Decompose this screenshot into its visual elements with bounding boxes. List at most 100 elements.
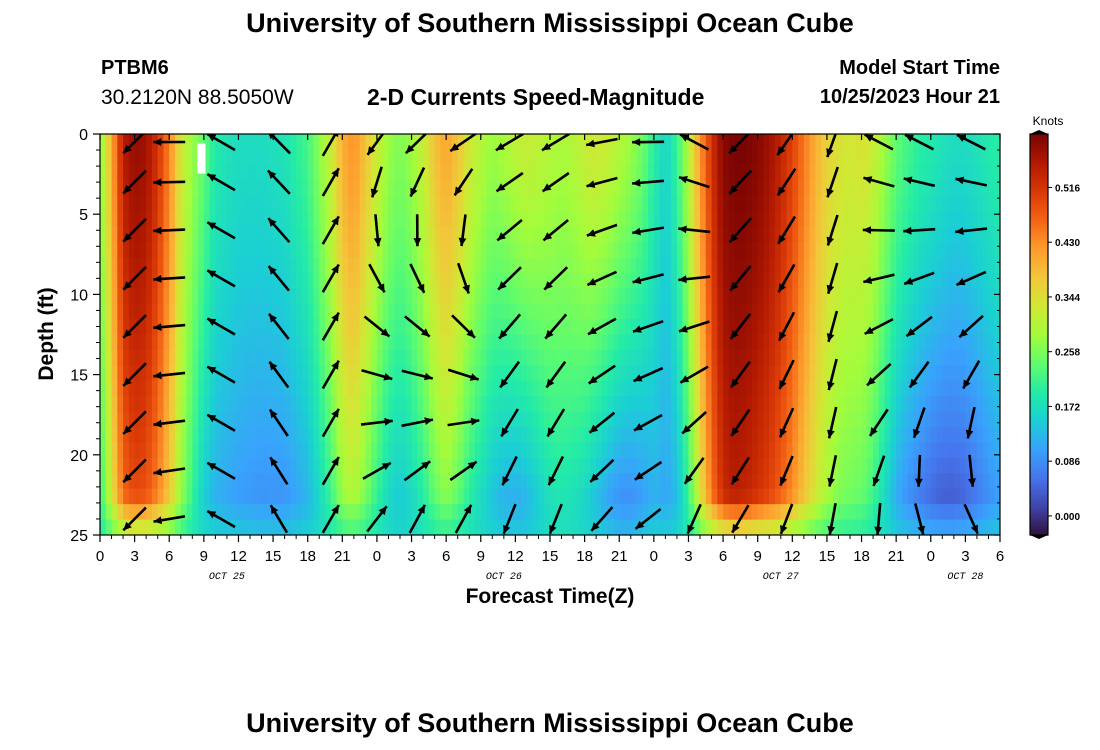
heatmap-cell: [411, 457, 418, 474]
heatmap-cell: [988, 319, 995, 336]
heatmap-cell: [400, 149, 407, 166]
heatmap-cell: [151, 272, 159, 289]
heatmap-cell: [550, 288, 557, 305]
heatmap-cell: [809, 288, 816, 305]
heatmap-cell: [532, 180, 540, 197]
heatmap-cell: [290, 303, 297, 320]
heatmap-cell: [705, 288, 713, 305]
heatmap-cell: [653, 380, 661, 397]
heatmap-cell: [313, 180, 320, 197]
heatmap-cell: [163, 365, 170, 382]
heatmap-cell: [826, 411, 834, 428]
heatmap-cell: [561, 272, 568, 289]
heatmap-cell: [226, 365, 234, 382]
heatmap-cell: [169, 334, 176, 351]
heatmap-cell: [175, 319, 182, 336]
heatmap-cell: [117, 303, 124, 320]
heatmap-cell: [596, 226, 603, 243]
heatmap-cell: [290, 427, 297, 444]
heatmap-cell: [255, 303, 263, 320]
heatmap-cell: [423, 334, 430, 351]
heatmap-cell: [486, 473, 493, 490]
heatmap-cell: [232, 411, 240, 428]
heatmap-cell: [221, 365, 228, 382]
heatmap-cell: [775, 488, 782, 505]
current-arrow: [586, 270, 618, 287]
heatmap-cell: [353, 180, 361, 197]
heatmap-cell: [348, 473, 355, 490]
heatmap-cell: [469, 134, 476, 151]
heatmap-cell: [734, 334, 741, 351]
heatmap-cell: [636, 195, 643, 212]
heatmap-cell: [192, 349, 199, 366]
heatmap-cell: [336, 195, 343, 212]
heatmap-cell: [844, 149, 851, 166]
heatmap-cell: [780, 396, 788, 413]
heatmap-cell: [630, 303, 638, 320]
heatmap-cell: [428, 134, 436, 151]
heatmap-cell: [625, 195, 632, 212]
heatmap-cell: [469, 442, 476, 459]
heatmap-cell: [371, 134, 378, 151]
colorbar-segment: [1030, 140, 1048, 143]
colorbar-tick-label: 0.516: [1055, 183, 1080, 194]
heatmap-cell: [440, 134, 447, 151]
heatmap-cell: [590, 241, 597, 258]
heatmap-cell: [359, 319, 366, 336]
heatmap-cell: [844, 257, 851, 274]
heatmap-cell: [232, 334, 240, 351]
heatmap-cell: [451, 134, 459, 151]
heatmap-cell: [238, 473, 245, 490]
heatmap-cell: [163, 488, 170, 505]
heatmap-cell: [613, 519, 620, 535]
heatmap-cell: [855, 195, 863, 212]
heatmap-cell: [417, 272, 424, 289]
heatmap-cell: [267, 488, 274, 505]
heatmap-cell: [111, 519, 118, 535]
heatmap-cell: [901, 473, 909, 490]
heatmap-cell: [255, 149, 263, 166]
heatmap-cell: [890, 396, 897, 413]
heatmap-cell: [619, 272, 626, 289]
heatmap-cell: [919, 380, 926, 397]
heatmap-cell: [567, 473, 574, 490]
heatmap-cell: [561, 334, 568, 351]
heatmap-cell: [371, 488, 378, 505]
heatmap-cell: [198, 134, 205, 151]
heatmap-cell: [365, 226, 372, 243]
heatmap-cell: [913, 272, 920, 289]
heatmap-cell: [405, 396, 413, 413]
heatmap-cell: [948, 473, 955, 490]
heatmap-cell: [238, 427, 245, 444]
heatmap-cell: [157, 442, 165, 459]
heatmap-cell: [867, 334, 874, 351]
heatmap-cell: [700, 334, 707, 351]
heatmap-cell: [780, 411, 788, 428]
heatmap-cell: [307, 365, 315, 382]
heatmap-cell: [601, 226, 609, 243]
heatmap-cell: [728, 349, 736, 366]
heatmap-cell: [700, 149, 707, 166]
heatmap-cell: [313, 519, 320, 535]
heatmap-cell: [590, 442, 597, 459]
heatmap-cell: [278, 504, 286, 521]
heatmap-cell: [105, 272, 113, 289]
heatmap-cell: [405, 226, 413, 243]
colorbar-segment: [1030, 526, 1048, 530]
heatmap-cell: [215, 427, 222, 444]
heatmap-cell: [509, 149, 516, 166]
heatmap-cell: [140, 241, 147, 258]
heatmap-cell: [451, 380, 459, 397]
heatmap-cell: [971, 488, 978, 505]
heatmap-cell: [913, 257, 920, 274]
heatmap-cell: [446, 257, 453, 274]
heatmap-cell: [423, 488, 430, 505]
heatmap-cell: [803, 519, 811, 535]
heatmap-cell: [792, 195, 799, 212]
heatmap-cell: [261, 411, 268, 428]
current-arrow: [955, 176, 988, 187]
heatmap-cell: [665, 272, 672, 289]
heatmap-cell: [746, 195, 753, 212]
heatmap-cell: [584, 257, 591, 274]
heatmap-cell: [584, 488, 591, 505]
